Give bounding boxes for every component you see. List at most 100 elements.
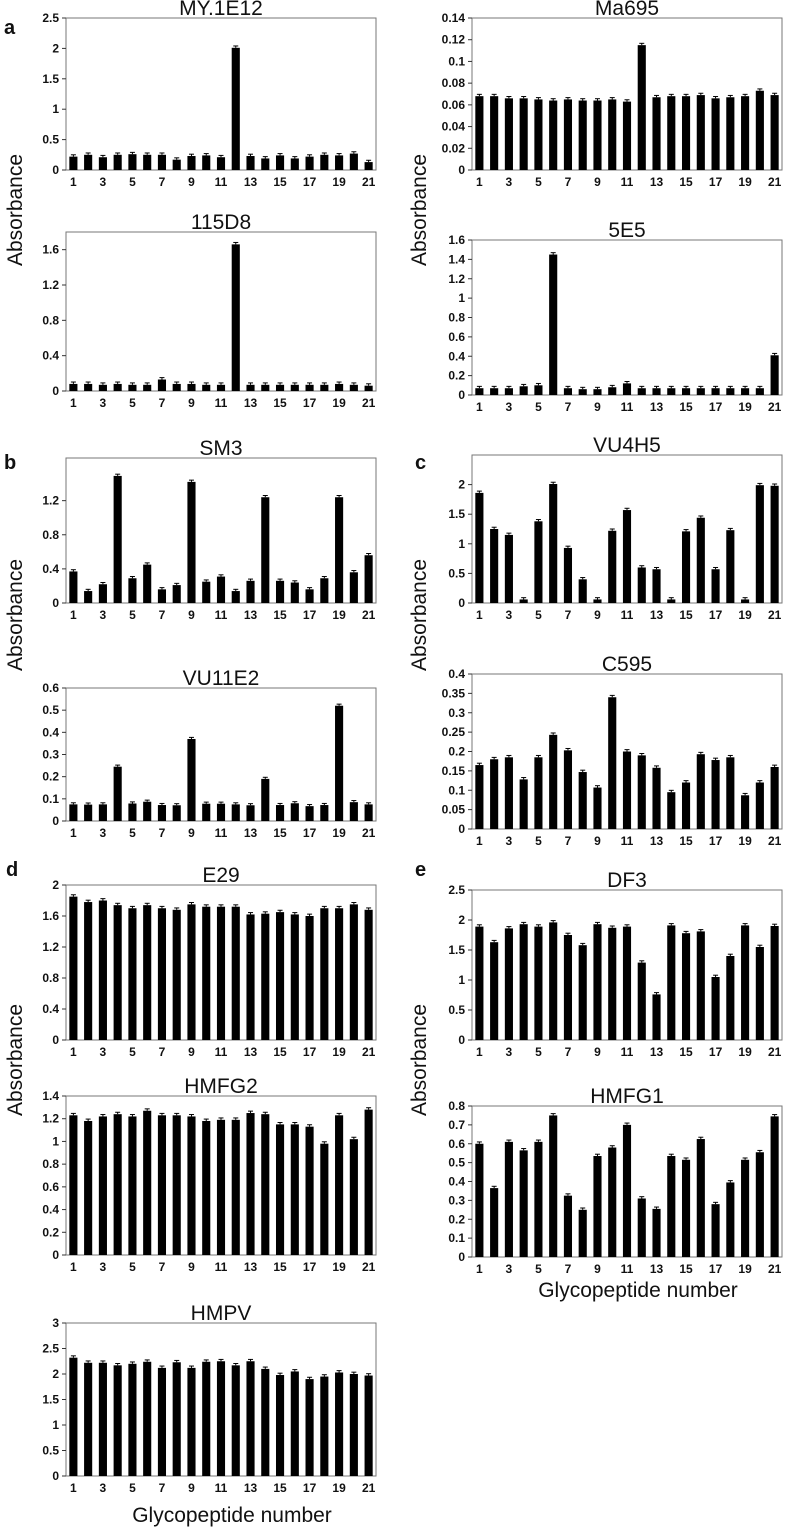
panel-letter-b: b xyxy=(4,452,16,474)
bar xyxy=(578,389,587,395)
x-tick-label: 3 xyxy=(100,396,107,410)
bar xyxy=(622,1124,632,1257)
bar xyxy=(726,956,735,1040)
y-tick-label: 1.2 xyxy=(42,1112,59,1126)
x-tick-label: 5 xyxy=(129,608,136,622)
bar xyxy=(534,99,543,170)
bar xyxy=(187,1116,196,1255)
x-tick-label: 5 xyxy=(535,608,542,622)
bar xyxy=(187,383,196,391)
x-tick-label: 9 xyxy=(188,1260,195,1274)
x-tick-label: 11 xyxy=(215,396,228,410)
x-tick-label: 15 xyxy=(273,396,287,410)
bar xyxy=(681,1159,691,1257)
panel-letter-c: c xyxy=(415,452,426,474)
bar xyxy=(741,599,750,603)
bar xyxy=(202,581,211,603)
y-tick-label: 0.1 xyxy=(42,792,59,806)
y-tick-label: 0.5 xyxy=(448,566,465,580)
bar xyxy=(84,804,93,821)
x-tick-label: 19 xyxy=(738,400,752,414)
bar xyxy=(187,156,196,170)
y-tick-label: 0.25 xyxy=(442,725,466,739)
x-tick-label: 3 xyxy=(506,400,513,414)
bar xyxy=(172,159,181,170)
bar xyxy=(320,805,329,821)
x-tick-label: 15 xyxy=(273,608,287,622)
y-tick-label: 0.2 xyxy=(448,1212,465,1226)
y-tick-label: 0.05 xyxy=(442,803,466,817)
y-tick-label: 0.5 xyxy=(42,133,59,147)
y-tick-label: 0 xyxy=(458,1033,465,1047)
x-tick-label: 17 xyxy=(303,608,317,622)
chart-title: MY.1E12 xyxy=(179,0,263,20)
bar xyxy=(98,804,107,821)
x-tick-label: 11 xyxy=(215,826,228,840)
x-tick-label: 7 xyxy=(159,1260,166,1274)
bar xyxy=(216,906,226,1040)
x-tick-label: 19 xyxy=(332,396,346,410)
bar xyxy=(320,1376,329,1476)
bar xyxy=(490,1188,499,1257)
bar xyxy=(711,977,720,1040)
bar xyxy=(231,47,240,170)
bar xyxy=(143,564,152,603)
bar xyxy=(216,157,226,170)
bar xyxy=(113,1114,122,1255)
x-tick-label: 5 xyxy=(129,396,136,410)
x-tick-label: 13 xyxy=(650,834,664,848)
y-tick-label: 1.4 xyxy=(42,1089,59,1103)
bar xyxy=(172,585,181,603)
bar xyxy=(69,896,78,1040)
y-tick-label: 0 xyxy=(52,384,59,398)
y-tick-label: 1.5 xyxy=(448,507,465,521)
y-tick-label: 0.3 xyxy=(448,706,465,720)
bar xyxy=(364,804,373,821)
y-tick-label: 0.6 xyxy=(448,1137,465,1151)
bar xyxy=(711,569,720,603)
y-tick-label: 0.5 xyxy=(448,1003,465,1017)
bar xyxy=(305,156,314,170)
bar xyxy=(290,384,299,391)
bar xyxy=(172,909,181,1040)
bar xyxy=(475,492,484,603)
bar xyxy=(275,912,285,1040)
bar xyxy=(741,388,750,395)
y-axis-label-e: Absorbance xyxy=(408,1004,431,1116)
bar xyxy=(84,1362,93,1476)
y-tick-label: 1.2 xyxy=(42,278,59,292)
y-tick-label: 1 xyxy=(52,102,59,116)
x-tick-label: 19 xyxy=(738,1045,752,1059)
x-tick-label: 15 xyxy=(273,175,287,189)
x-tick-label: 5 xyxy=(129,1481,136,1495)
y-tick-label: 0.8 xyxy=(42,971,59,985)
y-tick-label: 2.5 xyxy=(448,883,465,897)
x-tick-label: 7 xyxy=(159,608,166,622)
y-tick-label: 0.15 xyxy=(442,764,466,778)
bar xyxy=(364,1375,373,1476)
x-tick-label: 3 xyxy=(506,608,513,622)
chart-title: E29 xyxy=(202,864,239,887)
bar xyxy=(216,803,226,821)
bar xyxy=(349,904,358,1040)
bar xyxy=(320,578,329,603)
bar xyxy=(726,757,735,829)
x-axis-label-e: Glycopeptide number xyxy=(538,1279,738,1302)
x-tick-label: 1 xyxy=(476,608,483,622)
bar xyxy=(563,388,573,395)
y-axis-label-d: Absorbance xyxy=(4,1004,27,1116)
chart-title: VU11E2 xyxy=(183,667,260,690)
bar xyxy=(770,767,779,829)
bar xyxy=(261,1114,270,1255)
x-tick-label: 21 xyxy=(768,834,782,848)
y-tick-label: 2 xyxy=(458,913,465,927)
bar xyxy=(519,1150,528,1257)
x-tick-label: 5 xyxy=(535,175,542,189)
bar xyxy=(504,98,513,170)
x-tick-label: 11 xyxy=(621,1262,634,1276)
bar xyxy=(490,96,499,170)
bar xyxy=(261,384,270,391)
x-tick-label: 15 xyxy=(679,400,693,414)
